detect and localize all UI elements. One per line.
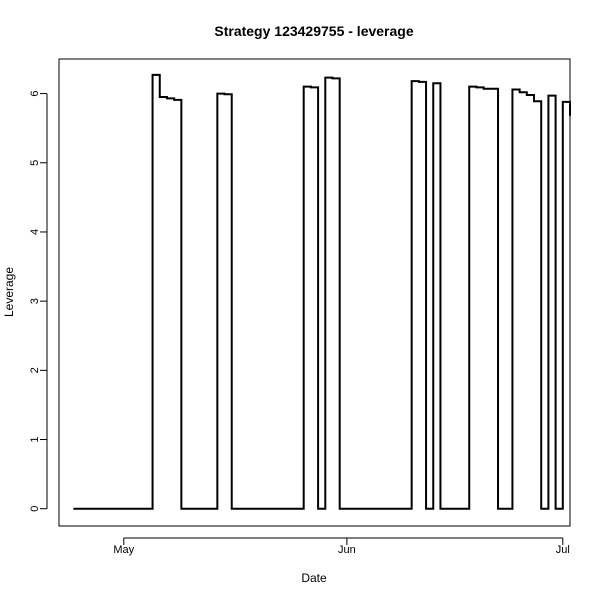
y-tick-label: 6 xyxy=(29,91,41,97)
y-tick-label: 3 xyxy=(29,298,41,304)
y-tick-label: 4 xyxy=(29,229,41,235)
y-axis: 0 1 2 3 4 5 6 xyxy=(29,91,48,512)
chart-title: Strategy 123429755 - leverage xyxy=(214,23,413,39)
y-axis-label: Leverage xyxy=(2,267,16,317)
x-tick-label: May xyxy=(113,544,134,556)
x-axis: May Jun Jul xyxy=(113,537,570,556)
series-layer xyxy=(73,73,571,510)
x-tick-label: Jun xyxy=(338,544,356,556)
y-tick-label: 5 xyxy=(29,160,41,166)
plot-frame xyxy=(58,58,571,527)
x-tick-label: Jul xyxy=(556,544,570,556)
y-tick-label: 1 xyxy=(29,436,41,442)
y-tick-label: 0 xyxy=(29,506,41,512)
series-line xyxy=(73,73,571,510)
x-axis-label: Date xyxy=(301,571,327,585)
y-tick-label: 2 xyxy=(29,367,41,373)
